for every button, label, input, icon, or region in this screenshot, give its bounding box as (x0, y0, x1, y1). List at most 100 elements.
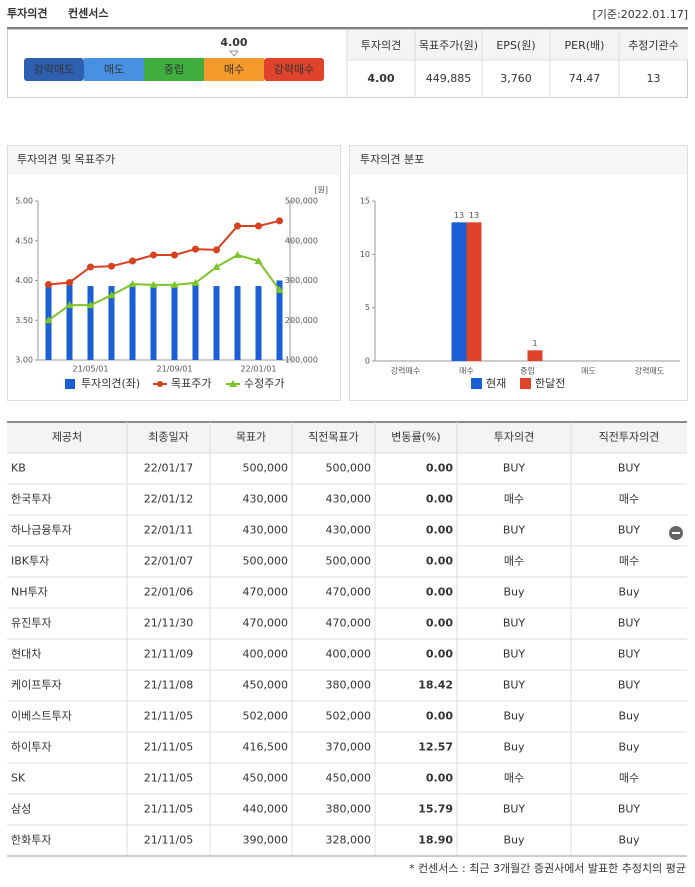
bar (527, 350, 543, 361)
gauge-segment (204, 58, 264, 81)
summary-header: EPS(원) (496, 39, 535, 52)
x-tick-label: 21/09/01 (157, 365, 193, 374)
point (44, 316, 53, 324)
table-header: 목표가 (236, 431, 266, 444)
point (234, 222, 241, 230)
table-cell: BUY (618, 617, 641, 630)
summary-header: 목표주가(원) (419, 39, 478, 52)
base-date: [기준:2022.01.17] (592, 8, 688, 21)
point (149, 280, 158, 288)
table-cell: BUY (503, 648, 526, 661)
point (150, 251, 157, 259)
summary-value: 4.00 (367, 72, 394, 85)
table-cell: 400,000 (243, 648, 289, 661)
table-cell: 430,000 (326, 493, 372, 506)
point (66, 278, 73, 286)
table-cell: BUY (503, 803, 526, 816)
table-cell: 매수 (504, 555, 524, 568)
table-cell: 450,000 (243, 772, 289, 785)
point (192, 245, 199, 253)
table-cell: Buy (503, 834, 525, 847)
chart-title-bg (350, 146, 687, 175)
data-label: 1 (532, 339, 537, 348)
point (213, 246, 220, 254)
table-cell: 21/11/05 (144, 741, 193, 754)
table-cell: 매수 (504, 493, 524, 506)
table-cell: Buy (503, 710, 525, 723)
point (212, 262, 221, 270)
gauge-segment (264, 58, 324, 81)
gauge-label: 강력매도 (34, 63, 74, 76)
summary-value: 449,885 (426, 72, 472, 85)
y2-tick-label: 200,000 (285, 316, 318, 325)
table-cell: BUY (618, 524, 641, 537)
point (233, 251, 242, 259)
table-cell: 470,000 (326, 617, 372, 630)
table-header: 변동률(%) (391, 431, 440, 444)
bar (87, 286, 94, 360)
table-cell: 500,000 (326, 462, 372, 475)
page-title: 투자의견 (7, 6, 47, 20)
legend-label: 현재 (486, 377, 506, 390)
table-cell: Buy (618, 710, 640, 723)
table-cell: 380,000 (326, 803, 372, 816)
page-subtitle: 컨센서스 (68, 6, 108, 20)
table-cell: 하나금융투자 (11, 523, 72, 537)
table-cell: 21/11/05 (144, 834, 193, 847)
point (108, 262, 115, 270)
x-tick-label: 강력매도 (635, 366, 664, 376)
y-tick-label: 3.00 (15, 356, 33, 365)
table-cell: 0.00 (426, 710, 453, 723)
gauge-segment (24, 58, 84, 81)
table-cell: 0.00 (426, 586, 453, 599)
line (47, 253, 281, 322)
table-cell: 한화투자 (11, 834, 51, 847)
legend-swatch (471, 378, 482, 389)
chart-title: 투자의견 분포 (360, 153, 424, 166)
table-cell: SK (11, 772, 26, 785)
table-cell: 하이투자 (11, 740, 51, 754)
bar (150, 286, 157, 360)
table-cell: 400,000 (326, 648, 372, 661)
gauge-value: 4.00 (220, 36, 247, 49)
table-cell: 22/01/07 (144, 555, 193, 568)
point (128, 280, 137, 288)
table-cell: 유진투자 (11, 617, 51, 630)
table-cell: 22/01/11 (144, 524, 193, 537)
content: 투자의견 컨센서스 [기준:2022.01.17]강력매도 매도 중립 매수 강력매수4.0… (7, 6, 688, 875)
table-cell: 390,000 (243, 834, 289, 847)
point (45, 280, 52, 288)
data-label: 13 (454, 211, 464, 220)
gauge-label: 강력매수 (274, 63, 314, 76)
table-cell: BUY (503, 617, 526, 630)
table-cell: BUY (618, 648, 641, 661)
summary-header: 추정기관수 (628, 39, 679, 52)
table-cell: 500,000 (326, 555, 372, 568)
chart-box (7, 145, 341, 401)
legend-swatch (520, 378, 531, 389)
gauge-marker (228, 50, 240, 57)
table-cell: 매수 (619, 493, 639, 506)
table-cell: IBK투자 (11, 555, 49, 568)
legend-label: 목표주가 (171, 377, 211, 390)
point (107, 291, 116, 299)
table-cell: 370,000 (326, 741, 372, 754)
data-label: 13 (469, 211, 479, 220)
summary-value: 3,760 (500, 72, 532, 85)
table-cell: 450,000 (243, 679, 289, 692)
table-cell: 450,000 (326, 772, 372, 785)
table-cell: 416,500 (243, 741, 289, 754)
y2-tick-label: 400,000 (285, 236, 318, 245)
table-cell: 22/01/06 (144, 586, 193, 599)
chart-title-bg (8, 146, 340, 175)
point (276, 217, 283, 225)
legend-label: 수정주가 (244, 377, 284, 390)
table-cell: 이베스트투자 (11, 710, 72, 723)
table-cell: 한국투자 (11, 493, 51, 506)
point (171, 251, 178, 259)
x-tick-label: 중립 (520, 367, 535, 376)
table-cell: 매수 (619, 555, 639, 568)
y-tick-label: 15 (360, 197, 370, 206)
bar (171, 286, 178, 360)
